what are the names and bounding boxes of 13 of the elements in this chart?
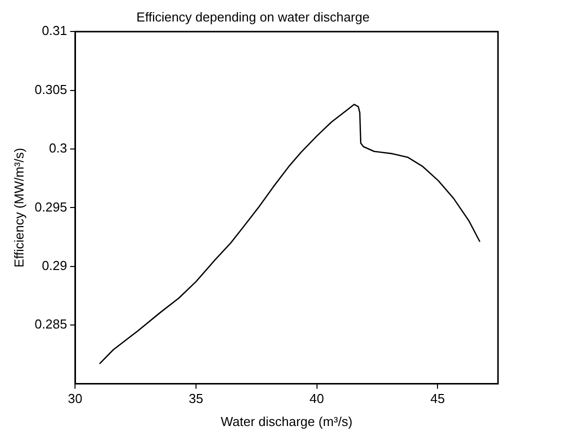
y-tick-label: 0.295 <box>34 199 68 214</box>
y-tick-label: 0.3 <box>49 140 68 156</box>
y-tick-label: 0.285 <box>34 316 68 332</box>
y-tick-label: 0.29 <box>42 258 68 273</box>
y-tick-label: 0.305 <box>34 82 68 97</box>
chart-title: Efficiency depending on water discharge <box>136 9 370 24</box>
y-axis-title: Efficiency (MW/m³/s) <box>11 148 26 268</box>
x-tick-label: 45 <box>430 391 445 406</box>
x-tick-label: 40 <box>310 391 324 406</box>
y-tick-label: 0.31 <box>42 23 68 38</box>
x-tick-label: 35 <box>188 391 204 406</box>
x-tick-label: 30 <box>68 391 82 406</box>
x-axis-title: Water discharge (m³/s) <box>220 414 352 429</box>
